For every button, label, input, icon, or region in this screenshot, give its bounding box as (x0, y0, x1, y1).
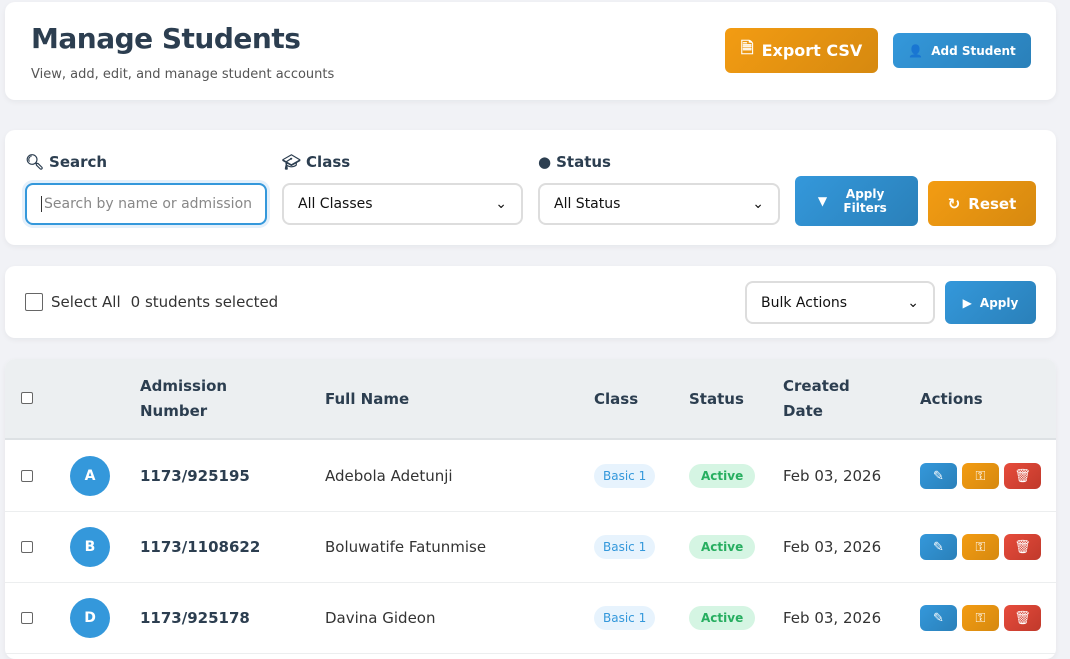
delete-button[interactable]: 🗑︎ (1004, 605, 1041, 631)
page-header: Manage Students View, add, edit, and man… (5, 2, 1056, 100)
reset-password-button[interactable]: ⚿ (962, 463, 999, 489)
full-name: Adebola Adetunji (325, 467, 453, 485)
row-checkbox[interactable] (21, 612, 33, 624)
export-csv-button[interactable]: 🗎 Export CSV (725, 28, 878, 73)
admission-number: 1173/925178 (140, 609, 250, 627)
edit-button[interactable]: ✎ (920, 605, 957, 631)
circle-icon: ● (538, 153, 552, 171)
play-icon: ▶ (962, 295, 972, 310)
edit-button[interactable]: ✎ (920, 463, 957, 489)
class-badge: Basic 1 (594, 464, 656, 488)
table-row: D 1173/925178 Davina Gideon Basic 1 Acti… (5, 583, 1056, 654)
redo-icon: ↻ (947, 194, 961, 213)
key-icon: ⚿ (975, 610, 986, 626)
col-actions: Actions (920, 390, 983, 408)
graduation-cap-icon: 🎓︎ (282, 153, 302, 171)
status-badge: Active (689, 535, 756, 559)
col-class[interactable]: Class (594, 390, 639, 408)
search-input[interactable]: Search by name or admission n (25, 183, 267, 225)
trash-icon: 🗑︎ (1014, 610, 1031, 626)
bulk-actions-bar: Select All 0 students selected Bulk Acti… (5, 266, 1056, 338)
key-icon: ⚿ (975, 468, 986, 484)
col-status[interactable]: Status (689, 390, 744, 408)
filter-icon: ▼ (817, 194, 828, 208)
status-select[interactable]: All Status ⌄ (538, 183, 780, 225)
edit-icon: ✎ (933, 468, 944, 484)
trash-icon: 🗑︎ (1014, 539, 1031, 555)
avatar: B (70, 527, 110, 567)
admission-number: 1173/925195 (140, 467, 250, 485)
edit-button[interactable]: ✎ (920, 534, 957, 560)
status-badge: Active (689, 606, 756, 630)
page-title: Manage Students (31, 22, 301, 55)
reset-button[interactable]: ↻ Reset (928, 181, 1036, 226)
reset-password-button[interactable]: ⚿ (962, 534, 999, 560)
created-date: Feb 03, 2026 (783, 609, 882, 627)
full-name: Boluwatife Fatunmise (325, 538, 487, 556)
filter-panel: 🔍︎ Search 🎓︎ Class ● Status Search by name … (5, 130, 1056, 245)
edit-icon: ✎ (933, 610, 944, 626)
page-subtitle: View, add, edit, and manage student acco… (31, 67, 335, 82)
user-plus-icon: 👤 (908, 43, 924, 58)
col-admission-number[interactable]: Admission Number (140, 377, 228, 420)
delete-button[interactable]: 🗑︎ (1004, 534, 1041, 560)
students-table: Admission Number Full Name Class Status … (5, 359, 1056, 659)
chevron-down-icon: ⌄ (907, 294, 919, 311)
status-badge: Active (689, 464, 756, 488)
select-all-checkbox[interactable] (25, 293, 43, 311)
full-name: Davina Gideon (325, 609, 436, 627)
file-export-icon: 🗎 (740, 38, 754, 57)
created-date: Feb 03, 2026 (783, 538, 882, 556)
search-label: 🔍︎ Search (25, 153, 108, 171)
admission-number: 1173/1108622 (140, 538, 261, 556)
avatar: A (70, 456, 110, 496)
table-row: A 1173/925195 Adebola Adetunji Basic 1 A… (5, 441, 1056, 512)
chevron-down-icon: ⌄ (495, 196, 507, 212)
delete-button[interactable]: 🗑︎ (1004, 463, 1041, 489)
search-icon: 🔍︎ (25, 153, 45, 171)
apply-filters-button[interactable]: ▼ Apply Filters (795, 176, 918, 226)
created-date: Feb 03, 2026 (783, 467, 882, 485)
bulk-actions-select[interactable]: Bulk Actions ⌄ (745, 281, 935, 324)
class-select[interactable]: All Classes ⌄ (282, 183, 523, 225)
col-created-date[interactable]: Created Date (783, 377, 850, 420)
row-checkbox[interactable] (21, 470, 33, 482)
table-header: Admission Number Full Name Class Status … (5, 359, 1056, 440)
class-badge: Basic 1 (594, 606, 656, 630)
bulk-apply-button[interactable]: ▶ Apply (945, 281, 1036, 324)
trash-icon: 🗑︎ (1014, 468, 1031, 484)
status-label: ● Status (538, 153, 611, 171)
add-student-button[interactable]: 👤 Add Student (893, 33, 1031, 68)
reset-password-button[interactable]: ⚿ (962, 605, 999, 631)
row-checkbox[interactable] (21, 541, 33, 553)
selected-count: 0 students selected (130, 293, 279, 311)
class-badge: Basic 1 (594, 535, 656, 559)
chevron-down-icon: ⌄ (752, 196, 764, 212)
col-full-name[interactable]: Full Name (325, 390, 410, 408)
class-label: 🎓︎ Class (282, 153, 351, 171)
select-all-label: Select All (51, 293, 121, 311)
key-icon: ⚿ (975, 539, 986, 555)
table-row: B 1173/1108622 Boluwatife Fatunmise Basi… (5, 512, 1056, 583)
avatar: D (70, 598, 110, 638)
edit-icon: ✎ (933, 539, 944, 555)
header-checkbox[interactable] (21, 392, 33, 404)
